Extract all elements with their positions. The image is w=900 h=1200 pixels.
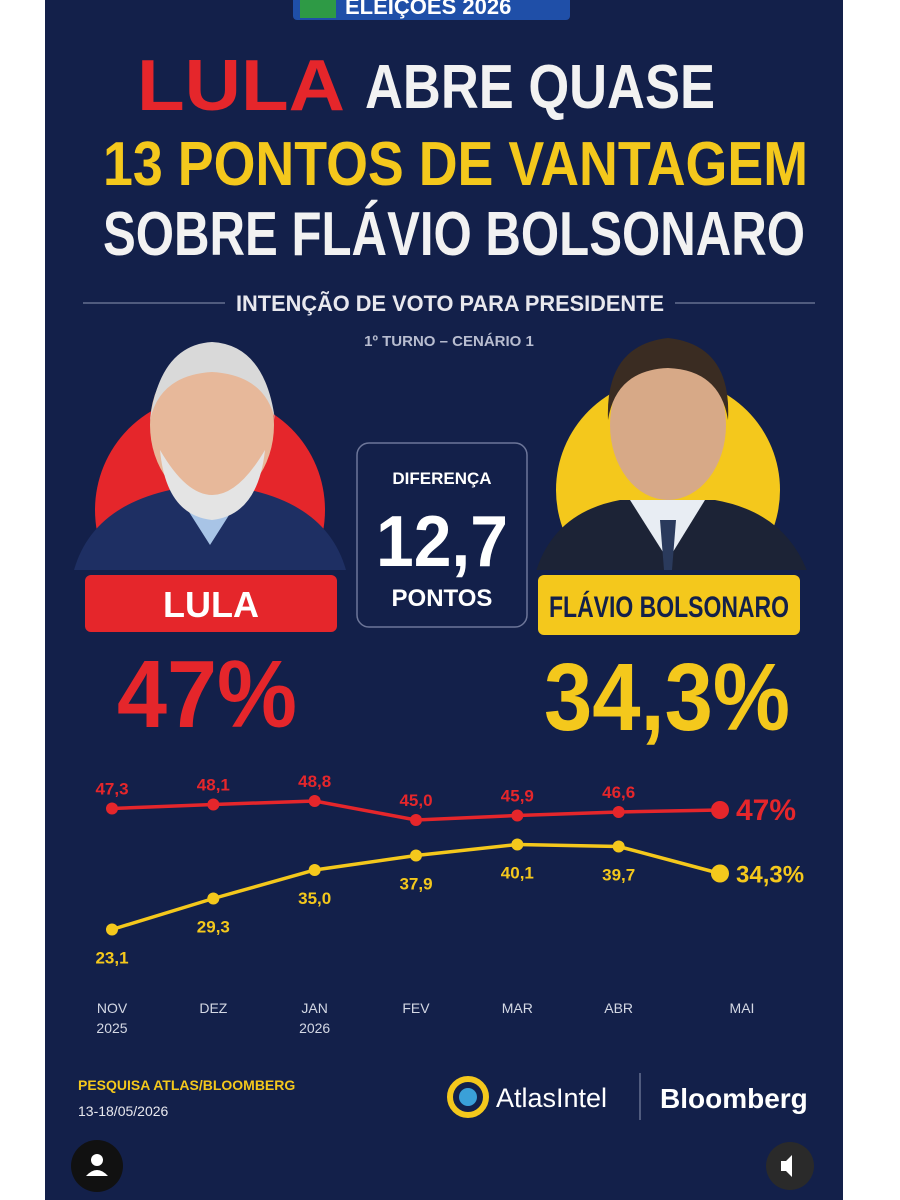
x-tick-label: ABR (604, 1000, 634, 1016)
value-label: 45,0 (399, 791, 432, 810)
candidate-percent: 47% (117, 641, 297, 748)
atlas-icon-core (459, 1088, 477, 1106)
x-tick-label: NOV 2025 (96, 1000, 128, 1036)
value-label: 37,9 (399, 875, 432, 894)
value-label: 47,3 (95, 780, 128, 799)
x-tick-label: DEZ (199, 1000, 228, 1016)
profile-icon (86, 1170, 108, 1176)
value-label: 46,6 (602, 783, 635, 802)
data-point (207, 798, 220, 811)
x-tick-label: JAN 2026 (299, 1000, 331, 1036)
dates: 13-18/05/2026 (78, 1103, 169, 1119)
logo-atlas: AtlasIntel (496, 1083, 607, 1113)
value-label: 48,1 (197, 776, 230, 795)
data-point (511, 838, 524, 851)
value-label: 40,1 (501, 864, 534, 883)
flavio-photo (536, 338, 807, 570)
data-point (308, 795, 321, 807)
title-highlight: LULA (137, 46, 345, 126)
data-point (106, 923, 118, 936)
profile-icon (91, 1154, 103, 1166)
name-box (85, 575, 337, 632)
name-box (538, 575, 800, 635)
title-line2: 13 PONTOS DE VANTAGEM (103, 130, 808, 199)
value-label: 34,3% (736, 862, 804, 889)
x-tick-label: MAR (501, 1000, 533, 1016)
value-label: 35,0 (298, 889, 331, 908)
data-point (308, 864, 321, 876)
candidate-percent: 34,3% (544, 644, 790, 751)
flag (300, 0, 336, 18)
subtitle: INTENÇÃO DE VOTO PARA PRESIDENTE (236, 291, 664, 316)
value-label: 48,8 (298, 772, 331, 791)
data-point (711, 864, 729, 883)
difference-label: DIFERENÇA (392, 469, 491, 488)
source: PESQUISA ATLAS/BLOOMBERG (78, 1077, 295, 1093)
logo-bloomberg: Bloomberg (660, 1083, 808, 1114)
value-label: 23,1 (95, 949, 128, 968)
data-point (511, 809, 524, 822)
difference-box (356, 442, 528, 628)
atlas-icon (447, 1076, 489, 1118)
x-tick-label: MAI (729, 1000, 755, 1016)
scenario: 1º TURNO – CENÁRIO 1 (364, 333, 534, 350)
candidate-name: LULA (163, 584, 259, 625)
badge-text: ELEIÇÕES 2026 (345, 0, 511, 19)
value-label: 47% (736, 794, 796, 827)
x-tick-label: FEV (402, 1000, 430, 1016)
value-label: 29,3 (197, 918, 230, 937)
title-rest: ABRE QUASE (365, 53, 715, 122)
data-point (410, 849, 422, 862)
candidate-name: FLÁVIO BOLSONARO (549, 590, 789, 624)
difference-unit: PONTOS (392, 585, 493, 612)
difference-value: 12,7 (376, 502, 508, 582)
data-point (711, 801, 729, 819)
data-point (612, 840, 625, 853)
badge (293, 0, 570, 20)
data-point (612, 806, 625, 818)
data-point (410, 814, 422, 826)
value-label: 39,7 (602, 866, 635, 885)
lula-photo (74, 342, 346, 570)
data-point (207, 892, 220, 905)
title-line3: SOBRE FLÁVIO BOLSONARO (103, 200, 805, 269)
data-point (106, 802, 118, 815)
line-chart: 47,3 48,1 48,8 45,0 45,9 46,6 47% 23,1 29,3 35,0 3… (95, 772, 804, 968)
value-label: 45,9 (501, 787, 534, 806)
sound-icon (781, 1155, 792, 1177)
